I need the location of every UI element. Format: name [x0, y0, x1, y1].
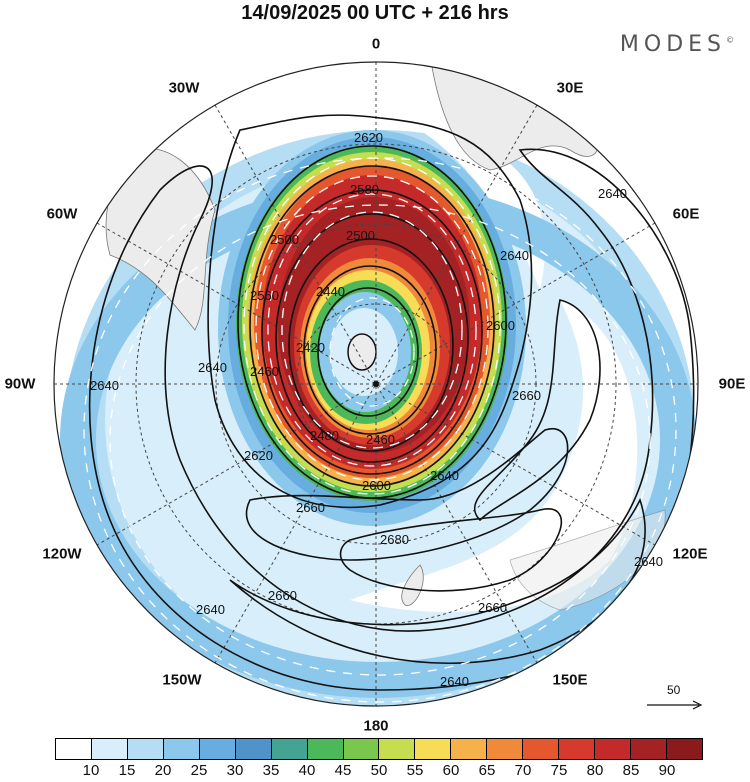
- colorbar-tick-label: 80: [586, 762, 604, 779]
- contour-label: 2460: [250, 364, 279, 379]
- colorbar-swatch: [271, 738, 308, 760]
- brand-mark: ©: [726, 35, 734, 45]
- colorbar-swatch: [379, 738, 416, 760]
- wind-gap-north: [420, 130, 545, 290]
- reference-vector-label: 50: [667, 683, 681, 697]
- colorbar-swatch: [199, 738, 236, 760]
- lon-label-60e: 60E: [672, 205, 700, 223]
- map-border: [53, 61, 699, 707]
- contour-label: 2500: [346, 228, 375, 243]
- contour-label: 2640: [196, 602, 225, 617]
- colorbar-tick-label: 65: [478, 762, 496, 779]
- contour-label: 2560: [250, 288, 279, 303]
- contour-label: 2660: [268, 588, 297, 603]
- contour-labels: 2620 2580 2500 2500 2440 2420 2560 2460 …: [90, 130, 663, 689]
- colorbar-tick-label: 15: [118, 762, 136, 779]
- colorbar-swatch: [595, 738, 631, 760]
- colorbar-swatch: [55, 738, 92, 760]
- colorbar-swatch: [127, 738, 164, 760]
- colorbar-tick-label: 40: [298, 762, 316, 779]
- colorbar-tick-label: 60: [442, 762, 460, 779]
- colorbar-tick-label: 35: [262, 762, 280, 779]
- lon-label-180: 180: [363, 717, 389, 735]
- contour-label: 2640: [634, 554, 663, 569]
- contour-label: 2640: [430, 468, 459, 483]
- colorbar-swatch: [307, 738, 344, 760]
- lon-label-120w: 120W: [42, 545, 82, 563]
- colorbar-swatch: [415, 738, 452, 760]
- colorbar-tick-label: 90: [658, 762, 676, 779]
- contour-label: 2660: [512, 388, 541, 403]
- lon-label-60w: 60W: [46, 205, 78, 223]
- colorbar-tick-label: 55: [406, 762, 424, 779]
- colorbar-tick-label: 75: [550, 762, 568, 779]
- contour-label: 2440: [316, 284, 345, 299]
- colorbar-tick-label: 85: [622, 762, 640, 779]
- contour-label: 2620: [354, 130, 383, 145]
- contour-label: 2660: [478, 600, 507, 615]
- lon-label-30w: 30W: [168, 79, 200, 97]
- lon-label-120e: 120E: [672, 545, 708, 563]
- wind-streamlines: [83, 157, 677, 703]
- colorbar-swatch: [559, 738, 596, 760]
- colorbar-swatch: [523, 738, 560, 760]
- contour-label: 2600: [362, 478, 391, 493]
- colorbar-swatch: [666, 738, 703, 760]
- contour-label: 2640: [500, 248, 529, 263]
- contour-label: 2500: [270, 232, 299, 247]
- chart-title: 14/09/2025 00 UTC + 216 hrs: [241, 2, 509, 24]
- contour-label: 2460: [366, 432, 395, 447]
- colorbar-tick-label: 20: [154, 762, 172, 779]
- contour-label: 2480: [310, 428, 339, 443]
- contour-label: 2600: [486, 318, 515, 333]
- contour-label: 2420: [296, 340, 325, 355]
- contour-label: 2640: [90, 378, 119, 393]
- lat-lon-grid: [54, 62, 698, 706]
- colorbar-ticks: 10 15 20 25 30 35 40 45 50 55 60 65 70 75 80 85 90: [55, 762, 703, 782]
- contour-label: 2640: [440, 674, 469, 689]
- contour-label: 2620: [244, 448, 273, 463]
- colorbar-swatch: [91, 738, 128, 760]
- colorbar-tick-label: 25: [190, 762, 208, 779]
- colorbar-tick-label: 50: [370, 762, 388, 779]
- contour-label: 2580: [350, 182, 379, 197]
- brand-logo: MODES©: [620, 32, 734, 57]
- wind-gap-east: [350, 300, 638, 612]
- colorbar-tick-label: 45: [334, 762, 352, 779]
- lon-label-90e: 90E: [718, 375, 746, 393]
- lon-label-0: 0: [371, 35, 381, 53]
- colorbar-swatch: [343, 738, 380, 760]
- colorbar-tick-label: 30: [226, 762, 244, 779]
- colorbar-tick-label: 70: [514, 762, 532, 779]
- contour-label: 2640: [598, 186, 627, 201]
- lon-label-90w: 90W: [4, 375, 36, 393]
- south-america-land: [105, 147, 216, 331]
- lon-label-150w: 150W: [162, 671, 202, 689]
- colorbar-swatch: [631, 738, 667, 760]
- brand-name: MODES: [619, 32, 726, 57]
- reference-vector: 50: [645, 683, 705, 713]
- antarctic-core: [347, 333, 377, 371]
- colorbar-swatch: [451, 738, 488, 760]
- reference-arrow-icon: [647, 700, 703, 710]
- south-pole-marker: [373, 381, 379, 387]
- contour-label: 2660: [296, 500, 325, 515]
- colorbar-swatch: [163, 738, 200, 760]
- colorbar: [55, 738, 703, 760]
- colorbar-tick-label: 10: [82, 762, 100, 779]
- new-zealand-land: [401, 564, 424, 606]
- contour-label: 2640: [198, 360, 227, 375]
- colorbar-swatch: [235, 738, 272, 760]
- colorbar-swatch: [487, 738, 524, 760]
- contour-label: 2680: [380, 532, 409, 547]
- lon-label-150e: 150E: [552, 671, 588, 689]
- lon-label-30e: 30E: [556, 79, 584, 97]
